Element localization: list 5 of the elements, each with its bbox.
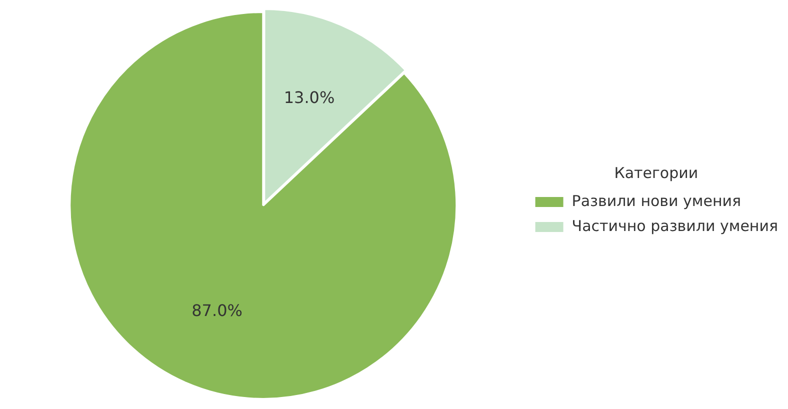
data-label: 13.0% — [284, 88, 335, 108]
data-label: 87.0% — [192, 301, 242, 320]
legend-label: Частично развили умения — [572, 216, 778, 235]
legend-title: Категории — [614, 164, 698, 182]
legend-label: Развили нови умения — [572, 192, 742, 210]
